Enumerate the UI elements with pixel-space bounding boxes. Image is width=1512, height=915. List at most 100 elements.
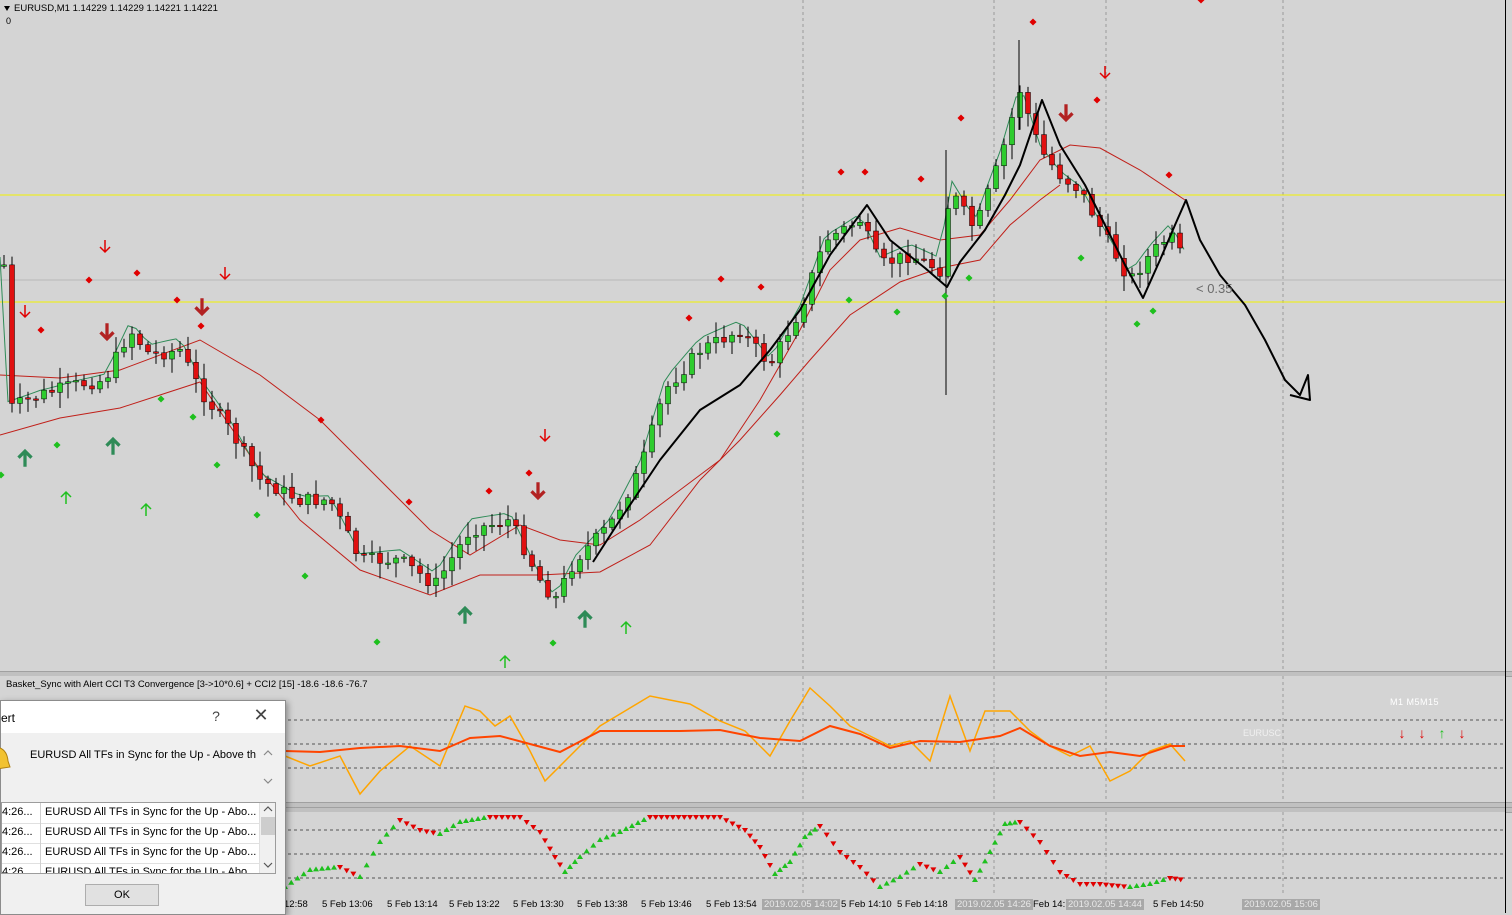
down-signal-arrow-icon bbox=[537, 830, 543, 835]
candle-body bbox=[921, 258, 927, 261]
down-signal-arrow-icon bbox=[647, 815, 653, 820]
scrollbar-arrows[interactable] bbox=[260, 803, 276, 873]
down-signal-arrow-icon bbox=[729, 821, 736, 827]
candle-body bbox=[225, 409, 231, 424]
candle-body bbox=[897, 253, 903, 264]
up-arrow-icon bbox=[140, 502, 152, 516]
down-signal-arrow-icon bbox=[843, 855, 850, 860]
down-signal-arrow-icon bbox=[823, 832, 830, 838]
down-signal-arrow-icon bbox=[830, 841, 837, 847]
down-signal-arrow-icon bbox=[664, 815, 671, 820]
candle-body bbox=[609, 518, 615, 528]
candle-body bbox=[361, 553, 367, 556]
candle-body bbox=[993, 165, 999, 189]
down-signal-arrow-icon bbox=[505, 815, 511, 820]
signal-dot bbox=[1149, 307, 1157, 315]
alert-list-row[interactable]: 4:26... EURUSD All TFs in Sync for the Up… bbox=[2, 843, 259, 864]
dialog-titlebar[interactable]: ert ? ✕ bbox=[1, 701, 285, 733]
up-signal-arrow-icon bbox=[1002, 821, 1008, 826]
candle-body bbox=[697, 352, 703, 355]
down-signal-arrow-icon bbox=[693, 815, 699, 820]
down-arrow-icon bbox=[219, 267, 231, 281]
alert-history-list[interactable]: 4:26... EURUSD All TFs in Sync for the Up… bbox=[1, 802, 276, 874]
alert-dialog: ert ? ✕ EURUSD All TFs in Sync for the U… bbox=[0, 700, 286, 915]
candle-body bbox=[1017, 92, 1023, 118]
alert-list-row[interactable]: 4:26... EURUSD All TFs in Sync for the Up… bbox=[2, 823, 259, 844]
down-signal-arrow-icon bbox=[1115, 883, 1121, 889]
symbol-label: EURUSC bbox=[1243, 728, 1282, 738]
down-signal-arrow-icon bbox=[1063, 874, 1070, 879]
up-signal-arrow-icon bbox=[812, 826, 818, 832]
price-chart[interactable] bbox=[0, 0, 1505, 671]
dropdown-triangle-icon[interactable] bbox=[4, 5, 10, 11]
column-separator bbox=[40, 863, 41, 873]
candle-body bbox=[9, 264, 15, 404]
list-scrollbar[interactable] bbox=[259, 803, 276, 873]
candle-body bbox=[985, 188, 991, 211]
candle-body bbox=[337, 503, 343, 517]
up-arrow-icon-shape bbox=[577, 609, 593, 628]
main-chart-pane[interactable]: EURUSD,M1 1.14229 1.14229 1.14221 1.1422… bbox=[0, 0, 1505, 671]
signal-dot bbox=[53, 441, 61, 449]
hand-drawn-trend-line bbox=[592, 99, 1311, 563]
time-axis: 12:58 5 Feb 13:06 5 Feb 13:14 5 Feb 13:22 5 … bbox=[0, 894, 1512, 913]
candle-body bbox=[137, 333, 143, 345]
signal-dot bbox=[485, 487, 493, 495]
candle-body bbox=[873, 230, 879, 250]
signal-dot bbox=[757, 283, 765, 291]
up-signal-arrow-icon bbox=[950, 859, 957, 864]
down-signal-arrow-icon bbox=[687, 815, 693, 820]
up-arrow-icon bbox=[17, 448, 33, 467]
candle-body bbox=[321, 499, 327, 505]
alert-list-row[interactable]: 4:26... EURUSD All TFs in Sync for the Up… bbox=[2, 803, 259, 824]
candle-body bbox=[369, 552, 375, 555]
ok-button[interactable]: OK bbox=[85, 884, 159, 906]
signal-dot bbox=[845, 296, 853, 304]
down-arrow-icon bbox=[539, 429, 551, 443]
down-signal-arrow-icon bbox=[930, 867, 937, 873]
candle-body bbox=[593, 532, 599, 547]
signal-dot bbox=[405, 498, 413, 506]
up-signal-arrow-icon bbox=[1133, 883, 1140, 888]
up-signal-arrow-icon bbox=[802, 834, 808, 839]
candle-body bbox=[761, 343, 767, 362]
candle-body bbox=[1025, 92, 1031, 114]
candle-body bbox=[929, 259, 935, 269]
candle-body bbox=[329, 499, 335, 505]
candle-body bbox=[889, 257, 895, 264]
up-signal-arrow-icon bbox=[583, 848, 590, 854]
tf-arrow-up-icon: ↑ bbox=[1438, 725, 1446, 741]
time-tick-label: 2019.02.05 14:44 bbox=[1066, 899, 1144, 910]
message-scrollbar[interactable] bbox=[260, 743, 276, 791]
time-tick-label: 5 Feb 13:06 bbox=[322, 899, 373, 910]
down-signal-arrow-icon bbox=[403, 821, 410, 827]
time-tick-label: 5 Feb 14:18 bbox=[897, 899, 948, 910]
candle-body bbox=[753, 336, 759, 344]
candle-body bbox=[89, 385, 95, 390]
down-signal-arrow-icon bbox=[742, 828, 748, 833]
up-signal-arrow-icon bbox=[890, 877, 897, 883]
signal-dot bbox=[85, 276, 93, 284]
candle-body bbox=[1065, 178, 1071, 185]
down-signal-arrow-icon bbox=[517, 815, 523, 820]
close-button[interactable]: ✕ bbox=[253, 705, 269, 725]
up-arrow-icon-shape bbox=[60, 490, 72, 504]
up-arrow-icon bbox=[60, 490, 72, 504]
alert-list-row[interactable]: 4:26... EURUSD All TFs in Sync for the Up… bbox=[2, 863, 259, 873]
up-signal-arrow-icon bbox=[910, 865, 917, 871]
down-signal-arrow-icon bbox=[923, 864, 930, 870]
up-signal-arrow-icon bbox=[943, 864, 950, 869]
up-arrow-icon bbox=[499, 654, 511, 668]
signal-dot bbox=[197, 322, 205, 330]
candle-body bbox=[249, 446, 255, 467]
candle-body bbox=[545, 580, 551, 598]
down-signal-arrow-icon bbox=[397, 818, 403, 823]
down-arrow-icon bbox=[99, 323, 115, 342]
down-signal-arrow-icon bbox=[850, 860, 857, 865]
down-signal-arrow-icon bbox=[417, 828, 423, 833]
signal-dot bbox=[893, 308, 901, 316]
help-button[interactable]: ? bbox=[212, 708, 220, 724]
candle-body bbox=[1153, 244, 1159, 257]
signal-dot bbox=[957, 114, 965, 122]
candle-body bbox=[177, 349, 183, 352]
